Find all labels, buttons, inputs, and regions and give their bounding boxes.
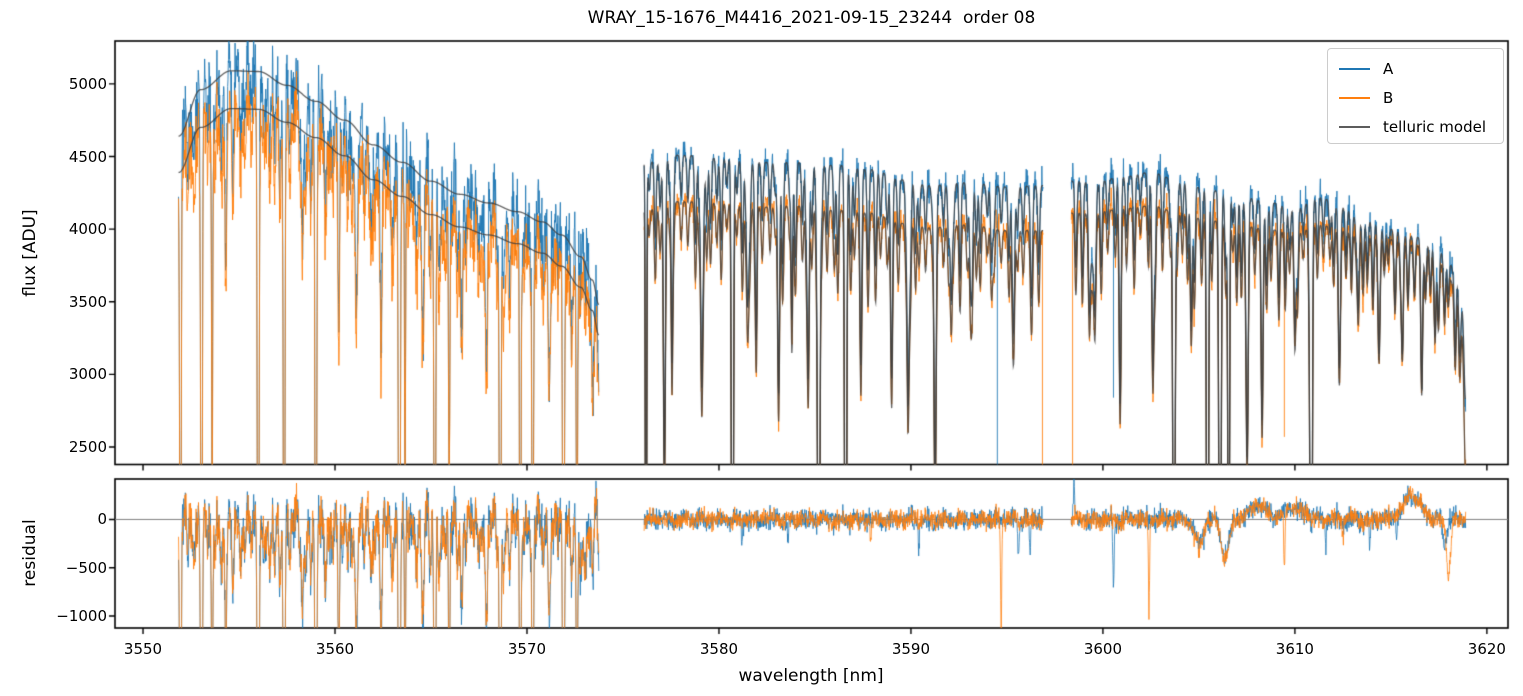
- plot-title: WRAY_15-1676_M4416_2021-09-15_23244 orde…: [587, 8, 1036, 28]
- legend-label-telluric: telluric model: [1383, 117, 1487, 136]
- y-tick-label-residual: −1000: [56, 607, 107, 626]
- wavelength-axis-label: wavelength [nm]: [738, 666, 884, 686]
- x-tick-label: 3580: [699, 640, 739, 658]
- legend-label-a: A: [1383, 59, 1394, 78]
- y-tick-label-flux: 2500: [68, 438, 107, 457]
- legend-line-a: [1339, 67, 1370, 70]
- y-tick-label-flux: 5000: [68, 74, 107, 93]
- y-tick-label-flux: 3000: [68, 365, 107, 384]
- y-tick-label-residual: 0: [97, 510, 107, 529]
- legend-label-b: B: [1383, 88, 1394, 107]
- y-tick-label-flux: 3500: [68, 292, 107, 311]
- legend-line-b: [1339, 96, 1370, 99]
- x-tick-label: 3610: [1275, 640, 1314, 658]
- x-tick-label: 3600: [1083, 640, 1123, 658]
- x-tick-label: 3620: [1467, 640, 1506, 658]
- legend-line-telluric: [1339, 125, 1370, 128]
- y-tick-label-flux: 4500: [68, 147, 107, 166]
- legend-entry-b: B: [1328, 83, 1503, 112]
- x-tick-label: 3570: [507, 640, 547, 658]
- x-tick-label: 3560: [315, 640, 355, 658]
- legend: A B telluric model: [1327, 48, 1504, 144]
- y-tick-label-flux: 4000: [68, 220, 107, 239]
- y-tick-label-residual: −500: [65, 558, 107, 577]
- x-tick-label: 3590: [891, 640, 931, 658]
- legend-entry-a: A: [1328, 54, 1503, 83]
- legend-entry-telluric: telluric model: [1328, 112, 1503, 141]
- x-tick-label: 3550: [123, 640, 163, 658]
